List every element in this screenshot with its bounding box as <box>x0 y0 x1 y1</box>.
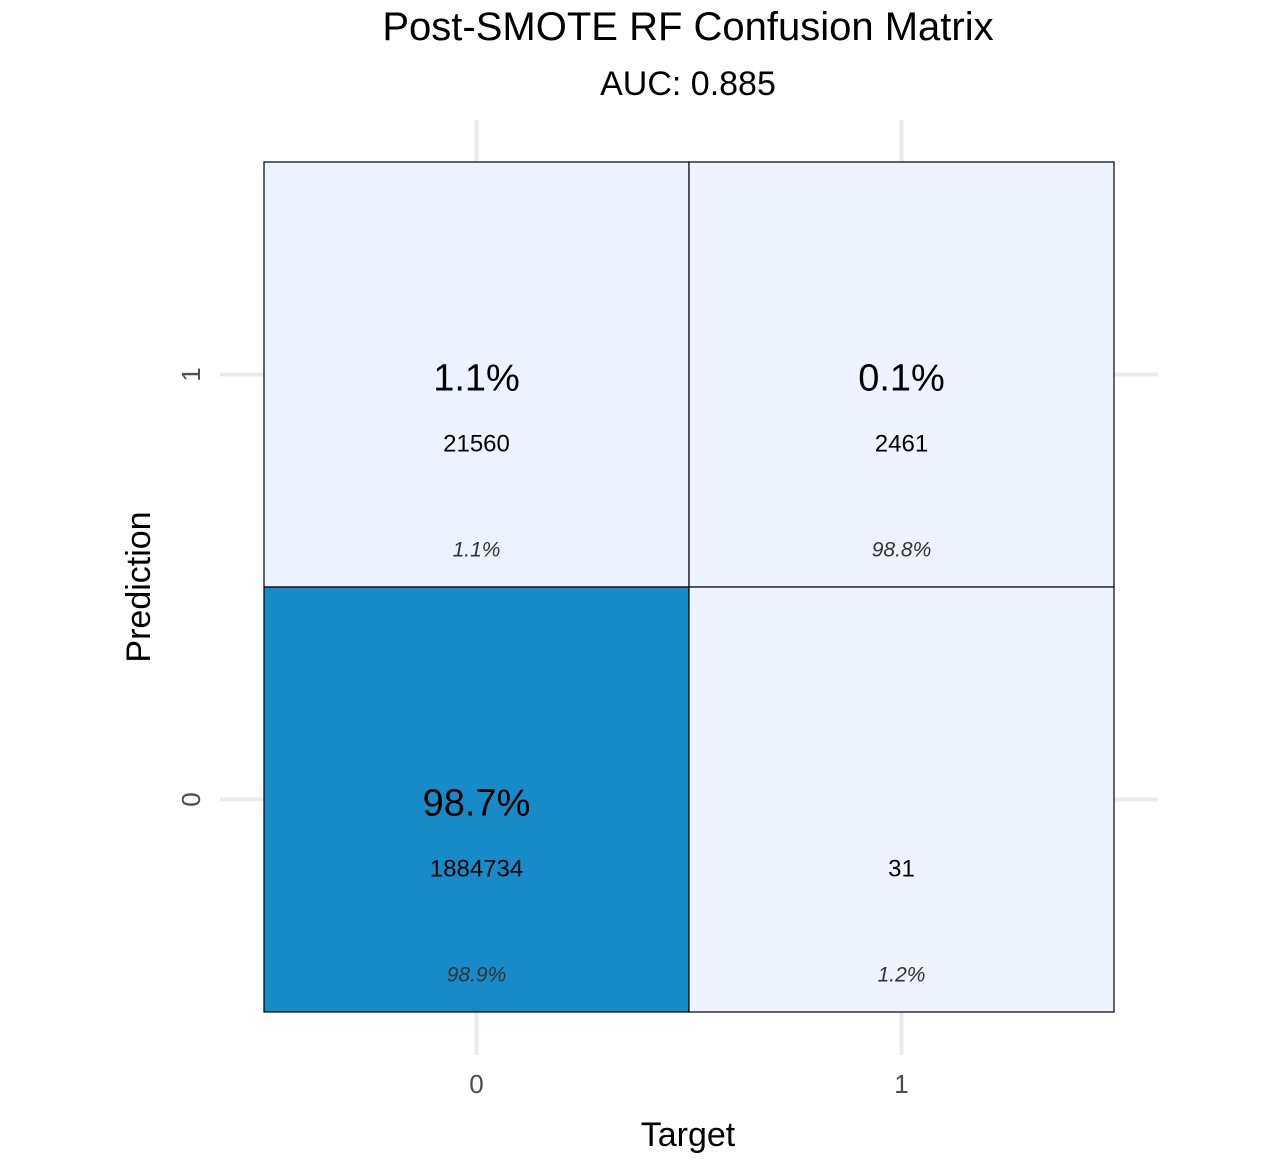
cell-target-0-prediction-1 <box>263 161 690 588</box>
x-axis-title: Target <box>641 1116 736 1154</box>
cell-count-label: 2461 <box>875 431 928 458</box>
cell-column-percent-label: 1.2% <box>878 964 926 987</box>
y-axis-title: Prediction <box>120 511 158 662</box>
cell-count-label: 21560 <box>443 431 510 458</box>
chart-subtitle: AUC: 0.885 <box>600 65 776 103</box>
x-tick-label-1: 1 <box>894 1069 908 1099</box>
cell-target-1-prediction-0 <box>688 586 1115 1013</box>
matrix-cells <box>263 161 1115 1013</box>
cell-percent-label: 98.7% <box>423 783 531 825</box>
cell-target-0-prediction-0 <box>263 586 690 1013</box>
cell-column-percent-label: 1.1% <box>453 539 501 562</box>
cell-column-percent-label: 98.9% <box>447 964 507 987</box>
cell-column-percent-label: 98.8% <box>872 539 932 562</box>
axis-ticks: 0 1 0 1 <box>176 367 909 1099</box>
cell-count-label: 31 <box>888 856 915 883</box>
y-tick-label-0: 0 <box>176 792 206 806</box>
cell-count-label: 1884734 <box>430 856 523 883</box>
cell-percent-label: 0.1% <box>858 358 945 400</box>
cell-labels: 1.1% 21560 1.1% 0.1% 2461 98.8% 98.7% 1884734 98… <box>423 358 945 987</box>
y-tick-label-1: 1 <box>176 367 206 381</box>
cell-percent-label: 1.1% <box>433 358 520 400</box>
chart-title: Post-SMOTE RF Confusion Matrix <box>382 5 993 49</box>
x-tick-label-0: 0 <box>469 1069 483 1099</box>
